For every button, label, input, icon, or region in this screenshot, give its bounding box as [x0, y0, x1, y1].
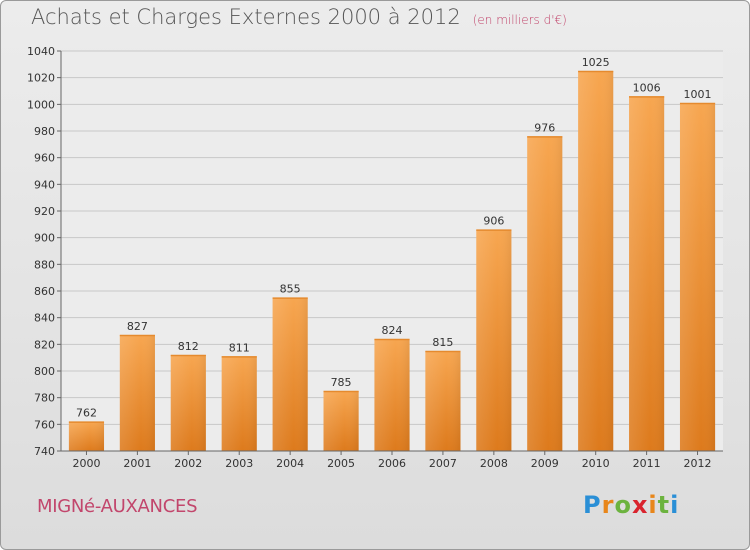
chart-title-text: Achats et Charges Externes 2000 à 2012	[31, 5, 461, 29]
bar-shade	[527, 136, 563, 452]
x-tick-label: 2012	[684, 457, 712, 470]
data-label: 1006	[633, 81, 661, 94]
x-tick-label: 2011	[633, 457, 661, 470]
y-tick-label: 740	[34, 445, 55, 458]
x-tick-label: 2010	[582, 457, 610, 470]
data-label: 815	[432, 336, 453, 349]
data-label: 824	[382, 324, 403, 337]
bar-shade	[374, 339, 410, 451]
x-tick-label: 2004	[276, 457, 304, 470]
bar-shade	[221, 356, 257, 451]
x-axis: 2000 2001 2002 2003 2004 2005 2006 2007 2008 2009…	[61, 450, 723, 470]
y-tick-label: 960	[34, 152, 55, 165]
x-tick-label: 2009	[531, 457, 559, 470]
x-tick-label: 2002	[174, 457, 202, 470]
data-label: 976	[534, 121, 555, 134]
chart-unit: (en milliers d'€)	[472, 13, 567, 27]
data-label: 1001	[684, 88, 712, 101]
y-tick-label: 780	[34, 392, 55, 405]
x-tick-label: 2001	[123, 457, 151, 470]
y-tick-label: 1040	[27, 45, 55, 58]
x-tick-label: 2003	[225, 457, 253, 470]
data-label: 1025	[582, 56, 610, 69]
y-tick-label: 760	[34, 418, 55, 431]
bar-shade	[68, 421, 105, 451]
bar-shade	[323, 391, 359, 451]
bars: 762 827 812 811 855 785 824 815 906 976 1025 1006 10…	[68, 56, 716, 452]
x-tick-label: 2006	[378, 457, 406, 470]
bar-shade	[578, 71, 614, 451]
data-label: 811	[229, 341, 250, 354]
y-tick-label: 900	[34, 232, 55, 245]
x-tick-label: 2007	[429, 457, 457, 470]
chart-title: Achats et Charges Externes 2000 à 2012 (e…	[31, 5, 567, 29]
bar-shade	[119, 335, 155, 451]
y-tick-label: 920	[34, 205, 55, 218]
data-label: 762	[76, 407, 97, 420]
x-tick-label: 2008	[480, 457, 508, 470]
data-label: 812	[178, 340, 199, 353]
proxiti-logo: Proxiti	[583, 491, 679, 519]
data-label: 855	[280, 283, 301, 296]
city-name: MIGNé-AUXANCES	[37, 496, 198, 517]
data-label: 906	[483, 215, 504, 228]
x-tick-label: 2005	[327, 457, 355, 470]
bar-shade	[629, 96, 665, 451]
bar-shade	[679, 103, 716, 451]
bar-shade	[425, 351, 461, 451]
logo-letter: x	[631, 491, 649, 519]
y-tick-label: 880	[34, 258, 55, 271]
y-tick-label: 820	[34, 338, 55, 351]
logo-letter: t	[657, 491, 671, 519]
y-tick-label: 800	[34, 365, 55, 378]
logo-letter: o	[614, 491, 632, 519]
y-tick-label: 1000	[27, 98, 55, 111]
y-tick-label: 1020	[27, 72, 55, 85]
x-tick-label: 2000	[72, 457, 100, 470]
logo-letter: P	[583, 491, 602, 519]
logo-letter: r	[601, 491, 615, 519]
y-tick-label: 980	[34, 125, 55, 138]
logo-letter: i	[670, 491, 680, 519]
data-label: 827	[127, 320, 148, 333]
y-tick-label: 940	[34, 178, 55, 191]
y-tick-label: 860	[34, 285, 55, 298]
data-label: 785	[331, 376, 352, 389]
bar-shade	[476, 229, 512, 451]
y-axis: 740 760 780 800 820 840 860 880 900 920 940 960 980 1…	[27, 45, 62, 458]
y-tick-label: 840	[34, 312, 55, 325]
logo-letter: i	[648, 491, 658, 519]
bar-shade	[170, 355, 206, 451]
bar-shade	[272, 297, 308, 451]
